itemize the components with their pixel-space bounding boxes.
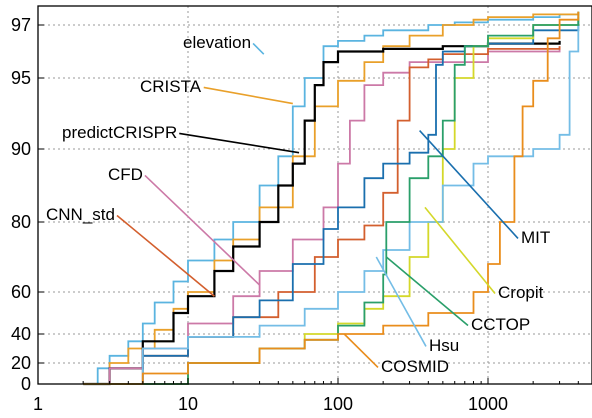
- series-line-crista: [83, 11, 580, 385]
- annotation-predictcrispr: predictCRISPR: [62, 123, 177, 142]
- x-tick-label: 100: [323, 394, 353, 413]
- leader-line-cctop: [385, 256, 469, 327]
- y-tick-label: 90: [11, 139, 31, 159]
- annotation-mit: MIT: [521, 228, 550, 247]
- y-tick-label: 95: [11, 68, 31, 88]
- leader-line-cosmid: [343, 333, 379, 369]
- annotation-cnn-std: CNN_std: [46, 205, 115, 224]
- annotation-elevation: elevation: [183, 33, 251, 52]
- annotation-cctop: CCTOP: [471, 315, 530, 334]
- leader-line-elevation: [252, 42, 265, 55]
- series-line-cosmid: [83, 11, 580, 385]
- annotation-hsu: Hsu: [429, 336, 459, 355]
- y-tick-label: 20: [11, 353, 31, 373]
- annotation-cfd: CFD: [108, 165, 143, 184]
- annotation-labels: elevation CRISTA predictCRISPR CFD CNN_std MI…: [46, 33, 550, 376]
- annotation-cosmid: COSMID: [381, 357, 449, 376]
- series-layer: [83, 11, 580, 386]
- x-tick-label: 1: [33, 394, 43, 413]
- annotation-crista: CRISTA: [140, 77, 202, 96]
- leader-line-crista: [203, 86, 293, 105]
- annotation-leaders: [116, 42, 519, 369]
- y-tick-label: 80: [11, 212, 31, 232]
- x-tick-label: 1000: [468, 394, 508, 413]
- y-tick-label: 60: [11, 282, 31, 302]
- leader-line-mit: [419, 130, 519, 239]
- leader-line-predictcrispr: [179, 132, 300, 154]
- series-line-hsu: [83, 17, 580, 385]
- leader-line-cfd: [144, 174, 261, 286]
- annotation-cropit: Cropit: [498, 283, 544, 302]
- series-line-predictcrispr: [83, 40, 561, 386]
- y-tick-label: 40: [11, 324, 31, 344]
- y-tick-label: 0: [21, 374, 31, 394]
- y-tick-label: 97: [11, 15, 31, 35]
- leader-line-hsu: [375, 256, 427, 347]
- tick-layer: 1 10 100 1000 020 40 60 80 90 95 97: [11, 15, 579, 414]
- leader-line-cnn-std: [116, 214, 215, 297]
- x-tick-label: 10: [178, 394, 198, 413]
- leader-line-cropit: [424, 206, 496, 294]
